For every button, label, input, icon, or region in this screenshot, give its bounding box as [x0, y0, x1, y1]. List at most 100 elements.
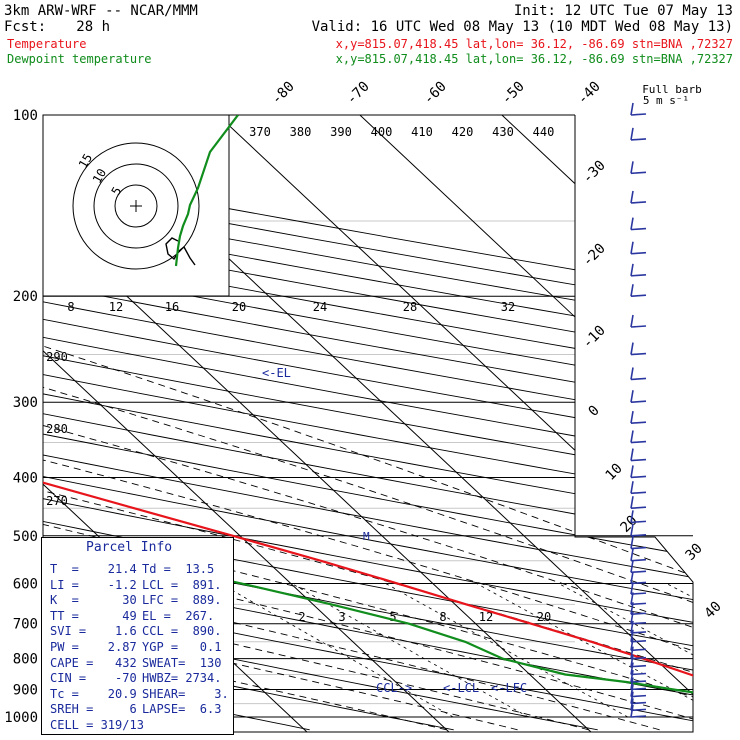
wind-barb-staff: [630, 506, 647, 510]
dry-adiabat-line: [43, 115, 693, 731]
parcel-info-row: TT = 49 EL = 267.: [50, 609, 214, 624]
wind-barb-staff: [630, 592, 647, 595]
dry-adiabat-line: [43, 115, 693, 731]
annotations: <-EL CCL-> <-LCL <-LFC M: [262, 366, 527, 695]
m-marker: M: [363, 530, 370, 543]
wind-barb-flag: [630, 217, 634, 230]
dry-adiabat-line: [43, 115, 454, 731]
wind-barb-staff: [630, 581, 647, 585]
wind-barb-staff: [630, 672, 647, 676]
isotherm-label: 0: [586, 403, 603, 420]
wind-barb-flag: [630, 102, 634, 116]
wind-barb-staff: [630, 201, 647, 204]
wind-barb-staff: [630, 294, 647, 298]
parcel-info-row: CIN = -70 HWBZ= 2734.: [50, 671, 221, 686]
hodograph-ring: [114, 184, 158, 228]
wind-barb-staff: [630, 491, 647, 495]
pressure-tick-label: 800: [13, 652, 38, 668]
parcel-info-row: LI = -1.2 LCL = 891.: [50, 578, 221, 593]
moist-adiabat-line: [43, 295, 693, 731]
wind-barb-staff: [630, 138, 647, 141]
wind-barb-staff: [630, 621, 647, 625]
dewpoint-info: x,y=815.07,418.45 lat,lon= 36.12, -86.69…: [336, 52, 733, 66]
mixing-ratio-line: [666, 583, 693, 718]
wind-barb-flag: [630, 127, 634, 141]
wind-barbs: [630, 102, 647, 718]
pressure-tick-label: 300: [13, 395, 38, 411]
isotherm-line: [43, 115, 455, 732]
isotherm-line: [206, 115, 693, 732]
init-time: Init: 12 UTC Tue 07 May 13: [514, 3, 733, 19]
isotherm-label: -50: [499, 79, 528, 108]
parcel-info-right: Td = 13.5: [142, 562, 215, 576]
wind-barb-flag: [630, 465, 634, 478]
wind-barb-flag: [630, 638, 634, 651]
mixing-ratio-line: [220, 583, 454, 718]
parcel-info-title: Parcel Info: [86, 540, 173, 555]
wind-barb-staff: [630, 631, 647, 634]
wind-barb-staff: [630, 558, 647, 562]
wind-barb-staff: [630, 694, 647, 698]
wind-barb-staff: [630, 171, 647, 175]
moist-adiabat-line: [43, 295, 693, 731]
wind-barb-staff: [630, 227, 647, 231]
wind-barb-flag: [630, 523, 634, 536]
dry-adiabat-label: 270: [46, 494, 68, 508]
el-marker: <-EL: [262, 366, 291, 380]
pressure-tick-label: 200: [13, 289, 38, 305]
wind-barb-flag: [630, 510, 634, 523]
speed-scale-label: 16: [165, 300, 179, 314]
wind-barb-staff: [630, 440, 647, 444]
wind-barb-flag: [630, 190, 634, 204]
hodograph-ring-label: 10: [90, 166, 109, 186]
temperature-info: x,y=815.07,418.45 lat,lon= 36.12, -86.69…: [336, 37, 733, 51]
wind-barb-flag: [630, 241, 634, 254]
wind-barb-staff: [630, 113, 647, 116]
parcel-info-left: CELL = 319/13: [50, 718, 144, 732]
pressure-tick-label: 600: [13, 576, 38, 592]
wind-barb-flag: [630, 698, 634, 711]
wind-barb-staff: [630, 602, 647, 606]
parcel-info-right: SWEAT= 130: [142, 655, 222, 670]
mixing-ratio-line: [385, 583, 628, 718]
theta-e-label: 410: [411, 125, 433, 139]
wind-barb-flag: [630, 448, 634, 461]
theta-e-label: 400: [371, 125, 393, 139]
wind-barb-staff: [630, 352, 647, 356]
wind-barb-staff: [630, 421, 647, 424]
wind-barb-flag: [630, 161, 634, 174]
parcel-info-row: SVI = 1.6 CCL = 890.: [50, 624, 221, 639]
pressure-tick-label: 700: [13, 617, 38, 633]
dry-adiabat-line: [43, 115, 693, 731]
isotherm-line: [632, 115, 693, 732]
isotherm-label: -30: [580, 158, 609, 187]
wind-barb-staff: [630, 570, 647, 574]
wind-barb-flag: [630, 263, 634, 276]
full-barb-units: 5 m s⁻¹: [643, 94, 689, 107]
pressure-tick-label: 400: [13, 470, 38, 486]
wind-barb-flag: [630, 646, 634, 659]
parcel-info-row: PW = 2.87 YGP = 0.1: [50, 640, 221, 655]
wind-barb-flag: [630, 342, 634, 355]
wind-barb-staff: [630, 458, 647, 462]
theta-e-label: 390: [330, 125, 352, 139]
parcel-info-left: CAPE = 432: [50, 655, 137, 670]
theta-e-label: 380: [290, 125, 312, 139]
dewpoint-legend: Dewpoint temperature: [7, 52, 152, 66]
parcel-info-right: SHEAR= 3.: [142, 686, 229, 701]
temperature-legend: Temperature: [7, 37, 86, 51]
pressure-tick-label: 100: [13, 108, 38, 124]
dewpoint-upper-line: [174, 115, 239, 267]
wind-barb-staff: [630, 274, 647, 277]
parcel-info-right: CCL = 890.: [142, 624, 222, 639]
speed-scale-label: 8: [67, 300, 74, 314]
wind-barb-staff: [630, 400, 647, 404]
parcel-info-row: T = 21.4 Td = 13.5: [50, 562, 214, 577]
mixing-ratio-label: 20: [537, 610, 551, 624]
parcel-info-right: LCL = 891.: [142, 577, 222, 592]
dry-adiabat-line: [43, 115, 693, 731]
wind-barb-staff: [630, 377, 647, 381]
isotherm-label: -20: [580, 241, 609, 270]
wind-barb-staff: [630, 680, 647, 683]
